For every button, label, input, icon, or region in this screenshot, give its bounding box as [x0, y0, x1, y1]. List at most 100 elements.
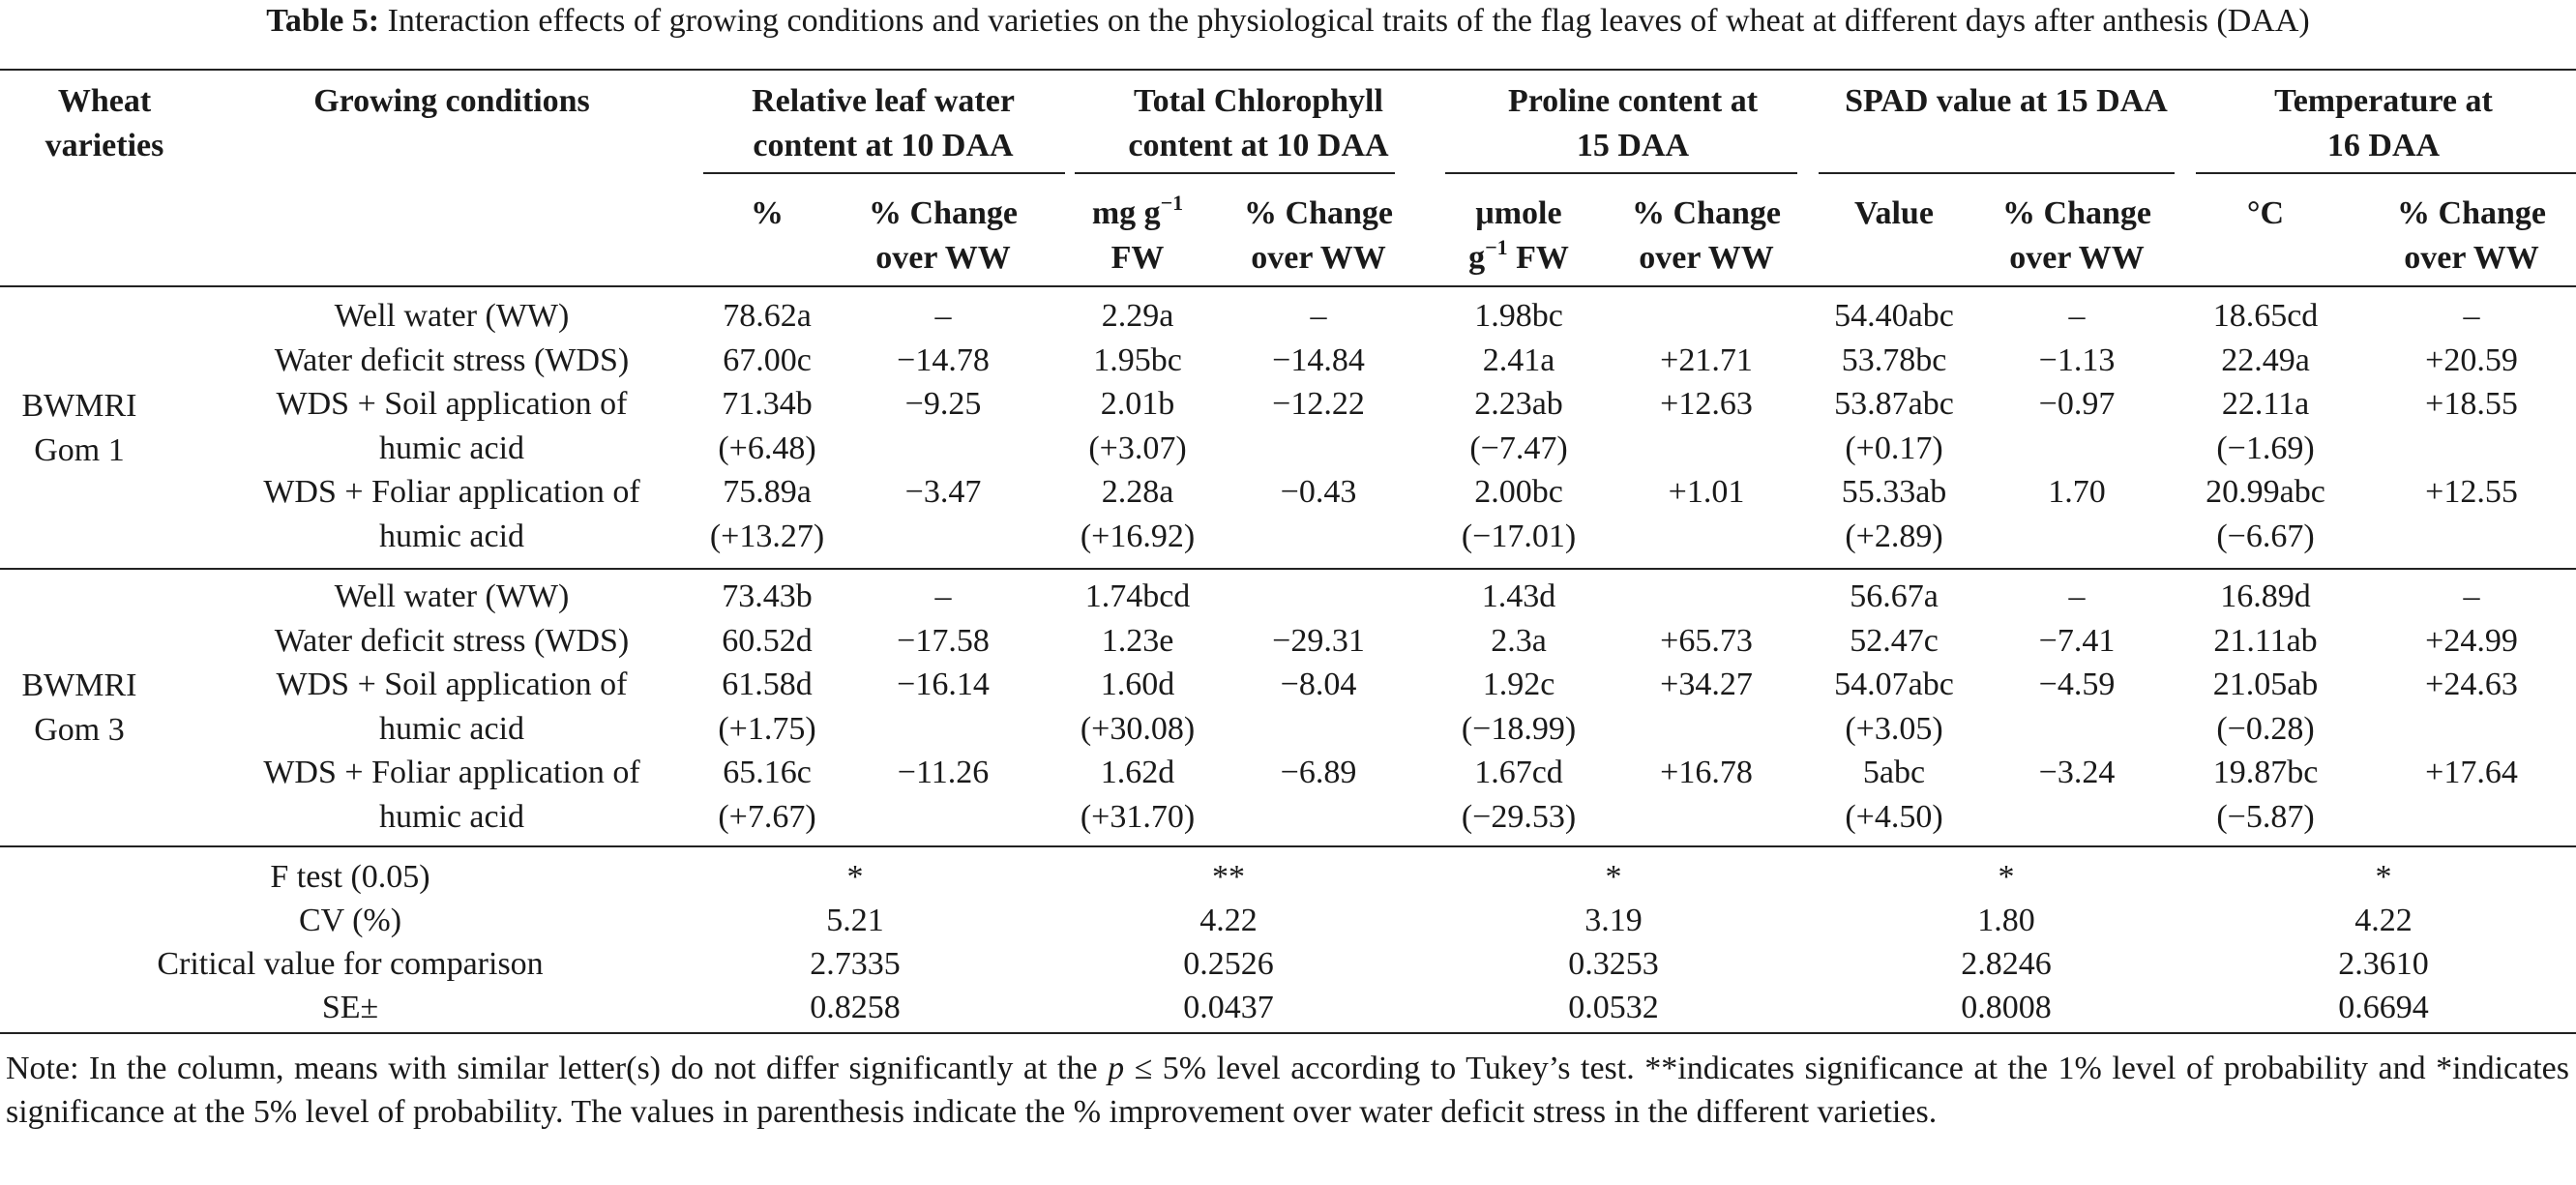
table-cell: (+3.07): [1088, 430, 1187, 466]
table-cell: 1.23e: [1101, 623, 1174, 659]
table-cell: +24.63: [2425, 667, 2518, 702]
variety-label-gom3: BWMRI Gom 3: [21, 667, 137, 748]
rule-group-chl: [1075, 172, 1395, 174]
stats-value: 0.0532: [1568, 990, 1659, 1025]
table-cell: 1.62d: [1100, 755, 1175, 790]
stats-value: 2.3610: [2338, 946, 2429, 982]
condition-label: humic acid: [378, 430, 525, 466]
table-cell: +12.63: [1660, 386, 1753, 422]
table-cell: (−5.87): [2216, 799, 2315, 835]
stats-value: 3.19: [1584, 903, 1643, 938]
table-cell: 1.60d: [1100, 667, 1175, 702]
stats-label: Critical value for comparison: [157, 946, 544, 982]
table-cell: (+31.70): [1080, 799, 1196, 835]
table-cell: −12.22: [1272, 386, 1365, 422]
table-cell: –: [1310, 298, 1327, 334]
stats-value: *: [1605, 859, 1622, 895]
table-cell: −0.43: [1280, 474, 1357, 510]
stats-value: **: [1212, 859, 1245, 895]
variety-label-gom1: BWMRI Gom 1: [21, 388, 137, 468]
table-cell: 55.33ab: [1841, 474, 1947, 510]
table-cell: 2.23ab: [1474, 386, 1563, 422]
table-cell: −3.47: [904, 474, 982, 510]
table-cell: 20.99abc: [2206, 474, 2325, 510]
condition-label: WDS + Soil application of: [276, 386, 628, 422]
table-cell: 21.11ab: [2213, 623, 2318, 659]
table-cell: 18.65cd: [2212, 298, 2319, 334]
condition-label: WDS + Soil application of: [276, 667, 628, 702]
header-proline: Proline content at 15 DAA: [1507, 83, 1759, 163]
subheader-chl-change: % Change over WW: [1244, 195, 1393, 276]
stats-label: F test (0.05): [270, 859, 430, 895]
table-cell: (+1.75): [718, 711, 816, 747]
table-cell: (−1.69): [2216, 430, 2315, 466]
table-cell: 78.62a: [723, 298, 812, 334]
subheader-pro-change: % Change over WW: [1632, 195, 1781, 276]
condition-label: humic acid: [378, 518, 525, 554]
stats-value: 0.8008: [1961, 990, 2052, 1025]
table-cell: 65.16c: [723, 755, 812, 790]
subheader-spad-change: % Change over WW: [2002, 195, 2151, 276]
table-cell: 54.07abc: [1834, 667, 1954, 702]
table-cell: (+0.17): [1845, 430, 1943, 466]
stats-value: 0.3253: [1568, 946, 1659, 982]
table-cell: –: [934, 298, 952, 334]
table-cell: 21.05ab: [2212, 667, 2319, 702]
table-cell: (+2.89): [1845, 518, 1943, 554]
table-cell: 2.28a: [1101, 474, 1174, 510]
table-cell: 2.00bc: [1474, 474, 1563, 510]
table-cell: −16.14: [897, 667, 990, 702]
table-cell: (+16.92): [1080, 518, 1196, 554]
header-wheat-varieties: Wheat varieties: [44, 83, 164, 163]
table-cell: (+3.05): [1845, 711, 1943, 747]
table-cell: (+30.08): [1080, 711, 1196, 747]
table-cell: +21.71: [1660, 342, 1753, 378]
table-cell: 1.67cd: [1474, 755, 1563, 790]
table-cell: +16.78: [1660, 755, 1753, 790]
condition-label: Well water (WW): [334, 298, 570, 334]
table-cell: −4.59: [2038, 667, 2116, 702]
stats-value: 0.2526: [1183, 946, 1274, 982]
table-cell: 5abc: [1862, 755, 1926, 790]
table-note: Note: In the column, means with similar …: [6, 1051, 2569, 1130]
subheader-spad-unit: Value: [1854, 195, 1934, 231]
table-cell: −14.84: [1272, 342, 1365, 378]
table-cell: −0.97: [2038, 386, 2116, 422]
stats-value: 0.8258: [810, 990, 901, 1025]
stats-value: 1.80: [1977, 903, 2035, 938]
stats-value: 4.22: [1199, 903, 1258, 938]
table-cell: −6.89: [1280, 755, 1357, 790]
table-cell: 75.89a: [723, 474, 812, 510]
header-growing-conditions: Growing conditions: [313, 83, 590, 119]
table-cell: (+7.67): [718, 799, 816, 835]
condition-label: humic acid: [378, 711, 525, 747]
table-cell: –: [2068, 298, 2086, 334]
rule-stats-divider: [0, 845, 2576, 847]
table-cell: 71.34b: [722, 386, 813, 422]
table-cell: 56.67a: [1850, 578, 1939, 614]
table-cell: +17.64: [2425, 755, 2518, 790]
stats-value: 2.7335: [810, 946, 901, 982]
stats-value: 5.21: [826, 903, 884, 938]
table-cell: 52.47c: [1850, 623, 1939, 659]
condition-label: WDS + Foliar application of: [263, 474, 640, 510]
condition-label: Well water (WW): [334, 578, 570, 614]
table-cell: –: [2068, 578, 2086, 614]
table-cell: 1.74bcd: [1084, 578, 1191, 614]
table-cell: −3.24: [2038, 755, 2116, 790]
rule-group-pro: [1445, 172, 1797, 174]
condition-label: humic acid: [378, 799, 525, 835]
table-cell: 1.43d: [1481, 578, 1556, 614]
caption-label: Table 5:: [266, 3, 380, 39]
stats-value: 4.22: [2354, 903, 2413, 938]
caption-text: Interaction effects of growing condition…: [387, 3, 2310, 39]
table-cell: 22.11a: [2221, 386, 2310, 422]
table-cell: (+6.48): [718, 430, 816, 466]
rule-top: [0, 69, 2576, 71]
table-caption: Table 5: Interaction effects of growing …: [0, 0, 2576, 43]
table-cell: (−7.47): [1469, 430, 1568, 466]
table-cell: 2.41a: [1482, 342, 1555, 378]
table-cell: +24.99: [2425, 623, 2518, 659]
rule-group-divider: [0, 568, 2576, 570]
stats-value: *: [1998, 859, 2015, 895]
